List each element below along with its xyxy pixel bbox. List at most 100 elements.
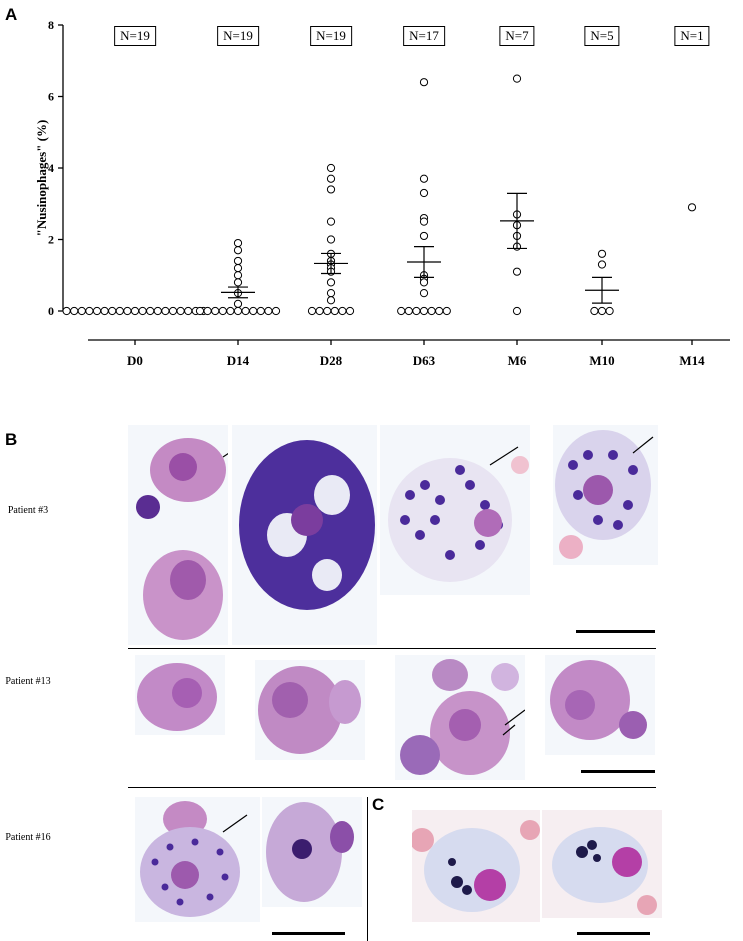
point-D0-10: [138, 306, 147, 316]
row-separator-2: [128, 787, 656, 788]
chart-marks: [62, 74, 697, 316]
point-D14-11: [218, 306, 227, 316]
scale-bar-row3: [272, 932, 345, 935]
n-label-M6: N=7: [499, 26, 535, 46]
point-D0-1: [70, 306, 79, 316]
point-D14-14: [241, 306, 250, 316]
point-M10-0: [597, 249, 607, 258]
n-label-D14: N=19: [217, 26, 259, 46]
point-D63-0: [419, 78, 429, 87]
point-D0-16: [184, 306, 193, 316]
scale-bar-panel-c: [577, 932, 650, 935]
micrograph-patient3-cell1: [128, 425, 228, 645]
y-tick-label-1: 2: [48, 233, 54, 247]
x-tick-label-D28: D28: [320, 353, 343, 368]
y-axis-title: "Nusinophages" (%): [34, 120, 49, 237]
y-tick-label-0: 0: [48, 304, 54, 318]
point-D63-16: [442, 306, 451, 316]
micrograph-patient13-cell2: [255, 660, 365, 760]
point-D0-9: [130, 306, 140, 316]
y-tick-label-3: 6: [48, 90, 54, 104]
point-D63-11: [404, 306, 413, 316]
scale-bar-row2: [581, 770, 655, 773]
chart-axes: 0 2 4 6 8 "Nusinophages" (%) D0 D14 D28 D63 M6 M10 M…: [34, 18, 730, 368]
point-D14-5: [233, 278, 243, 287]
point-D63-9: [419, 289, 429, 298]
point-D14-15: [249, 306, 258, 316]
y-tick-label-2: 4: [48, 161, 54, 175]
point-D28-10: [326, 278, 336, 287]
x-tick-label-M6: M6: [508, 353, 527, 368]
point-D0-14: [168, 306, 178, 316]
point-M6-5: [512, 267, 522, 276]
point-D28-16: [330, 306, 339, 316]
point-D28-17: [338, 306, 347, 316]
point-D14-18: [271, 306, 281, 316]
point-D14-16: [256, 306, 265, 316]
point-D0-3: [85, 306, 94, 316]
micrograph-patient16-cell2: [262, 797, 362, 907]
point-D14-1: [233, 246, 243, 255]
scale-bar-row1: [576, 630, 655, 633]
point-M6-6: [512, 306, 522, 316]
micrograph-patient13-cell4: [545, 655, 655, 755]
point-D0-15: [176, 306, 185, 316]
point-D63-10: [397, 306, 406, 316]
point-M14-0: [687, 203, 697, 212]
micrograph-patient3-cell3: [380, 425, 530, 595]
micrograph-patient13-cell1: [135, 655, 225, 735]
micrograph-panel-c-cell1: [412, 810, 540, 922]
patient-label-16: Patient #16: [5, 832, 51, 843]
point-D63-1: [419, 174, 429, 183]
y-tick-label-4: 8: [48, 18, 54, 32]
point-M10-4: [605, 306, 614, 316]
point-D63-13: [419, 306, 429, 316]
point-D28-2: [326, 185, 336, 194]
patient-label-3: Patient #3: [7, 505, 49, 516]
point-D14-4: [233, 271, 243, 280]
point-D63-5: [419, 231, 429, 241]
point-D0-2: [77, 306, 86, 316]
point-D14-3: [233, 264, 243, 273]
point-D14-13: [233, 306, 243, 316]
n-label-M14: N=1: [674, 26, 710, 46]
x-tick-label-D0: D0: [127, 353, 143, 368]
point-D0-5: [100, 306, 109, 316]
x-tick-label-D63: D63: [413, 353, 436, 368]
point-D0-7: [115, 306, 124, 316]
point-M10-3: [597, 306, 607, 316]
point-D0-13: [161, 306, 170, 316]
point-D0-12: [153, 306, 162, 316]
n-label-D0: N=19: [114, 26, 156, 46]
point-D63-12: [412, 306, 421, 316]
point-D63-14: [427, 306, 436, 316]
point-D28-1: [326, 174, 336, 183]
point-D14-7: [233, 299, 243, 308]
point-D28-0: [326, 163, 336, 173]
point-D63-8: [419, 278, 429, 287]
point-D28-11: [326, 289, 336, 298]
x-tick-label-M14: M14: [679, 353, 705, 368]
point-M10-2: [590, 306, 599, 316]
point-D14-17: [264, 306, 273, 316]
micrograph-patient3-cell2: [232, 425, 377, 645]
point-D28-3: [326, 217, 336, 226]
point-D63-15: [435, 306, 444, 316]
micrograph-patient16-cell1: [135, 797, 260, 922]
point-D28-12: [326, 296, 336, 305]
micrograph-panel-c-cell2: [542, 810, 662, 918]
point-D14-12: [226, 306, 235, 316]
point-D0-4: [92, 306, 102, 316]
point-D0-8: [123, 306, 132, 316]
point-D28-4: [326, 235, 336, 244]
n-label-M10: N=5: [584, 26, 620, 46]
point-D0-0: [62, 306, 71, 316]
point-D0-6: [108, 306, 117, 316]
panel-b-label: B: [5, 430, 18, 449]
point-D14-2: [233, 256, 243, 266]
point-D0-11: [146, 306, 155, 316]
patient-label-13: Patient #13: [5, 676, 51, 687]
n-label-D63: N=17: [403, 26, 445, 46]
point-M10-1: [597, 260, 607, 269]
point-M6-0: [512, 74, 522, 83]
